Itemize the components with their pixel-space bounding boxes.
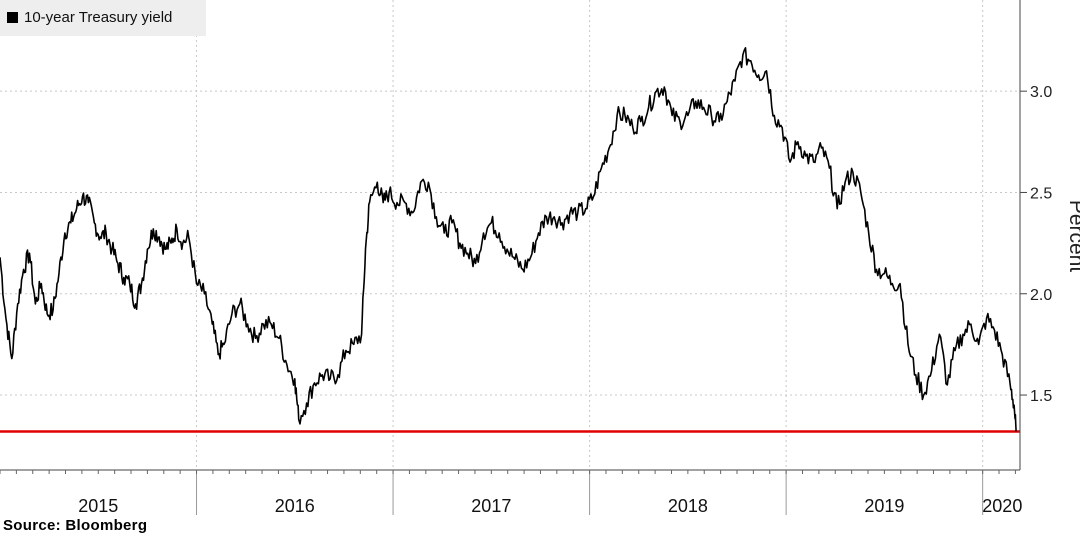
y-tick-label-3: 3.0 [1030, 84, 1052, 101]
x-tick-label-1: 2016 [275, 496, 315, 516]
x-tick-label-5: 2020 [982, 496, 1022, 516]
source-note: Source: Bloomberg [3, 517, 148, 534]
axes [0, 0, 1021, 515]
vertical-gridlines [196, 0, 984, 470]
y-tick-label-1: 2.0 [1030, 287, 1052, 304]
y-tick-label-2: 2.5 [1030, 185, 1052, 202]
series-line-0 [0, 46, 1017, 432]
legend-swatch [7, 12, 18, 23]
x-tick-label-0: 2015 [78, 496, 118, 516]
y-ticks: 1.5 2.0 2.5 3.0 [1020, 84, 1052, 405]
series-lines [0, 46, 1017, 432]
legend-label: 10-year Treasury yield [24, 9, 173, 26]
y-axis-label: Percent [1065, 200, 1080, 273]
x-tick-label-2: 2017 [471, 496, 511, 516]
legend: 10-year Treasury yield [0, 0, 206, 36]
horizontal-gridlines [0, 90, 1020, 396]
x-tick-label-3: 2018 [668, 496, 708, 516]
x-tick-label-4: 2019 [864, 496, 904, 516]
x-tick-labels: 2015 2016 2017 2018 2019 2020 [78, 496, 1022, 516]
y-tick-label-0: 1.5 [1030, 388, 1052, 405]
